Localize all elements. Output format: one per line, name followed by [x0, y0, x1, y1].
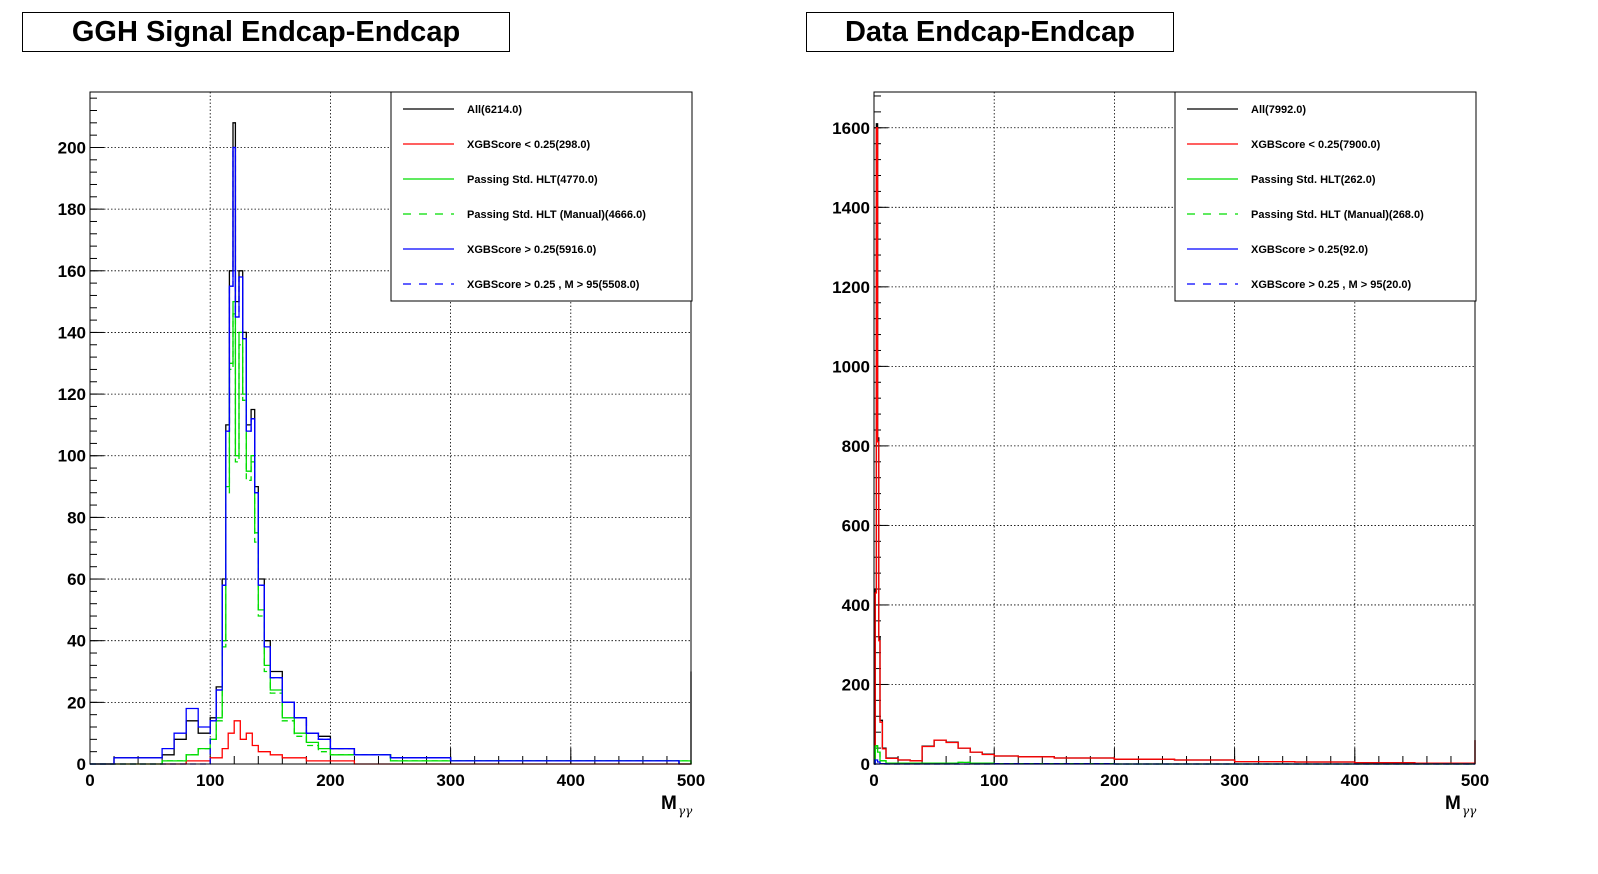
- y-tick-label: 200: [58, 138, 86, 157]
- series-line-3: [90, 313, 692, 765]
- series-line-3: [874, 745, 1475, 765]
- y-tick-label: 200: [842, 675, 870, 694]
- x-tick-label: 400: [1341, 771, 1369, 790]
- x-tick-label: 0: [85, 771, 94, 790]
- series-line-4: [90, 146, 680, 765]
- histogram-ggh: 0 100 200 300 400 500 0 20 40 60 80 100 120 140 160 180…: [58, 91, 705, 818]
- chart-title: GGH Signal Endcap-Endcap: [22, 12, 510, 52]
- y-tick-label: 20: [67, 693, 86, 712]
- legend-label: Passing Std. HLT(4770.0): [467, 174, 598, 186]
- y-tick-label: 800: [842, 437, 870, 456]
- legend-label: XGBScore > 0.25 , M > 95(5508.0): [467, 279, 640, 291]
- y-tick-label: 1400: [832, 198, 870, 217]
- series-line-1: [90, 720, 691, 765]
- y-tick-label: 600: [842, 516, 870, 535]
- legend-label: Passing Std. HLT (Manual)(268.0): [1251, 209, 1424, 221]
- legend-label: All(7992.0): [1251, 104, 1306, 116]
- histogram-data: 0 100 200 300 400 500 0 200 400 600 800 1000 1200 140…: [832, 91, 1489, 818]
- y-tick-label: 160: [58, 262, 86, 281]
- y-tick-label: 140: [58, 323, 86, 342]
- chart-title: Data Endcap-Endcap: [806, 12, 1174, 52]
- series-line-5: [90, 146, 680, 765]
- y-tick-label: 40: [67, 632, 86, 651]
- y-tick-label: 100: [58, 447, 86, 466]
- y-tick-label: 1000: [832, 357, 870, 376]
- legend-label: XGBScore > 0.25(92.0): [1251, 244, 1368, 256]
- y-tick-label: 1600: [832, 119, 870, 138]
- chart-panel-data: Data Endcap-Endcap 0 100 200 300 400 500 0 200 4…: [799, 0, 1598, 874]
- y-tick-label: 120: [58, 385, 86, 404]
- y-tick-label: 60: [67, 570, 86, 589]
- y-tick-label: 180: [58, 200, 86, 219]
- y-tick-label: 0: [77, 755, 86, 774]
- legend-label: All(6214.0): [467, 104, 522, 116]
- y-tick-label: 1200: [832, 278, 870, 297]
- legend-box: [1174, 91, 1477, 302]
- x-tick-label: 100: [980, 771, 1008, 790]
- x-tick-label: 100: [196, 771, 224, 790]
- x-axis-label: M: [1445, 793, 1461, 814]
- x-axis-label: M: [661, 793, 677, 814]
- y-tick-label: 80: [67, 508, 86, 527]
- y-tick-label: 0: [861, 755, 870, 774]
- legend-label: Passing Std. HLT (Manual)(4666.0): [467, 209, 646, 221]
- series-line-2: [874, 745, 1475, 765]
- legend-label: XGBScore < 0.25(298.0): [467, 139, 591, 151]
- series-line-1: [874, 127, 1476, 765]
- legend-label: XGBScore > 0.25(5916.0): [467, 244, 597, 256]
- chart-panel-ggh: GGH Signal Endcap-Endcap 0 100 200 300 400 50…: [22, 12, 705, 818]
- x-axis-label-subscript: γγ: [678, 804, 693, 818]
- x-tick-label: 500: [1461, 771, 1489, 790]
- y-tick-label: 400: [842, 596, 870, 615]
- x-tick-label: 200: [316, 771, 344, 790]
- x-tick-label: 500: [677, 771, 705, 790]
- series-line-2: [90, 300, 692, 765]
- x-tick-label: 300: [1220, 771, 1248, 790]
- legend-box: [390, 91, 693, 302]
- x-axis-label-subscript: γγ: [1462, 804, 1477, 818]
- x-tick-label: 300: [436, 771, 464, 790]
- x-tick-label: 400: [557, 771, 585, 790]
- legend-label: Passing Std. HLT(262.0): [1251, 174, 1376, 186]
- x-tick-label: 200: [1100, 771, 1128, 790]
- legend-label: XGBScore < 0.25(7900.0): [1251, 139, 1381, 151]
- legend-label: XGBScore > 0.25 , M > 95(20.0): [1251, 279, 1412, 291]
- x-tick-label: 0: [869, 771, 878, 790]
